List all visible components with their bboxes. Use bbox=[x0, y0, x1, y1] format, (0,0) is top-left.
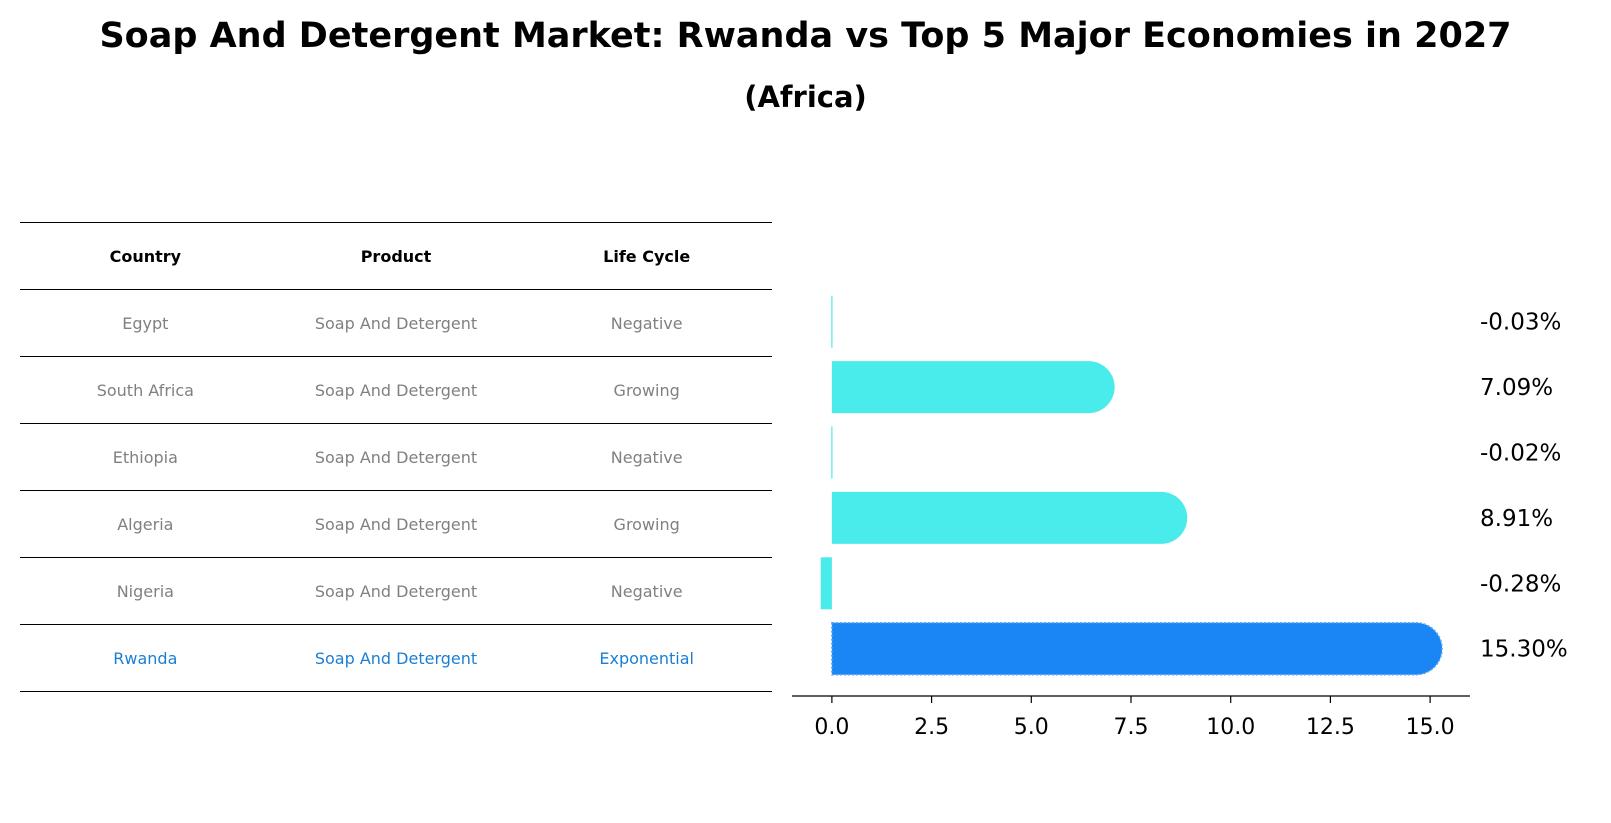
bar-rwanda bbox=[831, 621, 1443, 676]
cell-life-cycle: Negative bbox=[610, 313, 683, 333]
value-label: 7.09% bbox=[1480, 375, 1553, 401]
table-row: Egypt Soap And Detergent Negative bbox=[20, 290, 772, 357]
value-label: -0.02% bbox=[1480, 441, 1561, 467]
cell-product: Soap And Detergent bbox=[314, 380, 478, 400]
cell-life-cycle: Exponential bbox=[599, 648, 694, 668]
cell-life-cycle: Negative bbox=[610, 447, 683, 467]
bar-algeria bbox=[831, 491, 1188, 544]
bar-nigeria bbox=[820, 557, 832, 610]
x-tick-label: 12.5 bbox=[1306, 715, 1355, 740]
x-tick-label: 7.5 bbox=[1114, 715, 1149, 740]
x-tick-label: 15.0 bbox=[1406, 715, 1455, 740]
value-label: -0.28% bbox=[1480, 571, 1561, 597]
value-label: 15.30% bbox=[1480, 637, 1568, 663]
header-country: Country bbox=[109, 246, 182, 266]
header-product: Product bbox=[360, 246, 432, 266]
x-tick-label: 5.0 bbox=[1014, 715, 1049, 740]
value-label: -0.03% bbox=[1480, 310, 1561, 336]
table-row: South Africa Soap And Detergent Growing bbox=[20, 357, 772, 424]
x-tick-label: 2.5 bbox=[914, 715, 949, 740]
cell-product: Soap And Detergent bbox=[314, 581, 478, 601]
cell-country: Algeria bbox=[117, 514, 174, 534]
cell-product: Soap And Detergent bbox=[314, 447, 478, 467]
cell-product: Soap And Detergent bbox=[314, 648, 478, 668]
chart-subtitle: (Africa) bbox=[744, 80, 867, 114]
x-tick-label: 10.0 bbox=[1206, 715, 1255, 740]
table-row: Ethiopia Soap And Detergent Negative bbox=[20, 424, 772, 491]
cell-life-cycle: Growing bbox=[613, 514, 680, 534]
bar-south-africa bbox=[831, 361, 1115, 414]
header-life-cycle: Life Cycle bbox=[603, 246, 691, 266]
cell-life-cycle: Growing bbox=[613, 380, 680, 400]
cell-product: Soap And Detergent bbox=[314, 514, 478, 534]
table-row-highlighted: Rwanda Soap And Detergent Exponential bbox=[20, 625, 772, 692]
bar-ethiopia bbox=[831, 426, 833, 479]
cell-country: Nigeria bbox=[116, 581, 174, 601]
cell-country: Egypt bbox=[122, 313, 169, 333]
table-header-row: Country Product Life Cycle bbox=[20, 222, 772, 290]
value-label: 8.91% bbox=[1480, 506, 1553, 532]
data-table: Country Product Life Cycle Egypt Soap An… bbox=[20, 222, 772, 692]
cell-country: Ethiopia bbox=[112, 447, 178, 467]
bar-egypt bbox=[831, 295, 833, 348]
chart-title: Soap And Detergent Market: Rwanda vs Top… bbox=[99, 16, 1512, 56]
cell-country: Rwanda bbox=[113, 648, 178, 668]
cell-country: South Africa bbox=[96, 380, 194, 400]
table-row: Algeria Soap And Detergent Growing bbox=[20, 491, 772, 558]
cell-life-cycle: Negative bbox=[610, 581, 683, 601]
table-row: Nigeria Soap And Detergent Negative bbox=[20, 558, 772, 625]
cell-product: Soap And Detergent bbox=[314, 313, 478, 333]
x-tick-label: 0.0 bbox=[814, 715, 849, 740]
